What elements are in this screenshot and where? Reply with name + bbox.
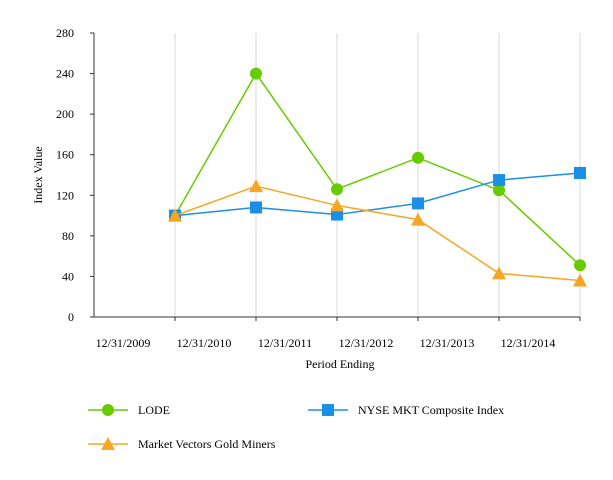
series-line-nyse-mkt-composite-index bbox=[174, 172, 581, 217]
y-axis-label: Index Value bbox=[31, 146, 45, 203]
data-point-market-vectors-gold-miners-5 bbox=[492, 266, 506, 280]
data-point-lode-6 bbox=[574, 259, 586, 272]
series-line-lode bbox=[174, 72, 581, 266]
lode-legend-marker bbox=[88, 404, 128, 416]
x-tick-label-2: 12/31/2010 bbox=[177, 336, 232, 350]
line-chart: 0 40 80 120 160 200 240 280 12/31/2009 12/31/201… bbox=[31, 26, 587, 371]
y-tick-labels: 0 40 80 120 160 200 240 280 bbox=[56, 26, 94, 324]
data-point-nyse-mkt-composite-index-3 bbox=[331, 208, 343, 221]
x-axis-label: Period Ending bbox=[306, 357, 375, 371]
x-tick-labels: 12/31/2009 12/31/2010 12/31/2011 12/31/2012… bbox=[96, 317, 581, 350]
x-tick-label-6: 12/31/2014 bbox=[501, 336, 556, 350]
y-tick-label-40: 40 bbox=[62, 269, 74, 283]
series-line-market-vectors-gold-miners bbox=[174, 185, 581, 282]
y-tick-label-80: 80 bbox=[62, 229, 74, 243]
y-tick-label-0: 0 bbox=[68, 310, 74, 324]
legend-item-nyse: NYSE MKT Composite Index bbox=[308, 402, 504, 418]
data-point-lode-3 bbox=[331, 183, 343, 196]
legend-item-lode: LODE bbox=[88, 402, 170, 418]
y-tick-label-240: 240 bbox=[56, 67, 74, 81]
data-point-market-vectors-gold-miners-1 bbox=[168, 208, 182, 222]
x-tick-label-5: 12/31/2013 bbox=[420, 336, 475, 350]
legend-label-nyse: NYSE MKT Composite Index bbox=[358, 402, 505, 417]
data-point-nyse-mkt-composite-index-2 bbox=[250, 201, 262, 214]
y-tick-label-200: 200 bbox=[56, 107, 74, 121]
y-tick-label-120: 120 bbox=[56, 188, 74, 202]
data-point-market-vectors-gold-miners-3 bbox=[330, 198, 344, 212]
data-point-nyse-mkt-composite-index-6 bbox=[574, 166, 586, 179]
y-tick-label-280: 280 bbox=[56, 26, 74, 40]
gold-miners-legend-marker bbox=[88, 437, 128, 450]
nyse-legend-marker bbox=[308, 404, 348, 416]
legend-item-gold-miners: Market Vectors Gold Miners bbox=[88, 436, 275, 452]
x-tick-label-3: 12/31/2011 bbox=[258, 336, 312, 350]
data-point-lode-5 bbox=[493, 184, 505, 197]
data-point-lode-2 bbox=[250, 67, 262, 80]
data-point-market-vectors-gold-miners-6 bbox=[573, 273, 587, 287]
data-point-lode-4 bbox=[412, 151, 424, 164]
x-tick-label-1: 12/31/2009 bbox=[96, 336, 151, 350]
series-group bbox=[168, 67, 587, 287]
data-point-nyse-mkt-composite-index-5 bbox=[493, 174, 505, 187]
y-tick-label-160: 160 bbox=[56, 148, 74, 162]
grid-lines bbox=[174, 33, 581, 317]
data-point-nyse-mkt-composite-index-4 bbox=[412, 197, 424, 210]
data-point-market-vectors-gold-miners-2 bbox=[249, 179, 263, 193]
legend-label-lode: LODE bbox=[138, 402, 170, 417]
x-tick-label-4: 12/31/2012 bbox=[339, 336, 394, 350]
legend-label-gold-miners: Market Vectors Gold Miners bbox=[138, 436, 276, 451]
data-point-market-vectors-gold-miners-4 bbox=[411, 212, 425, 226]
